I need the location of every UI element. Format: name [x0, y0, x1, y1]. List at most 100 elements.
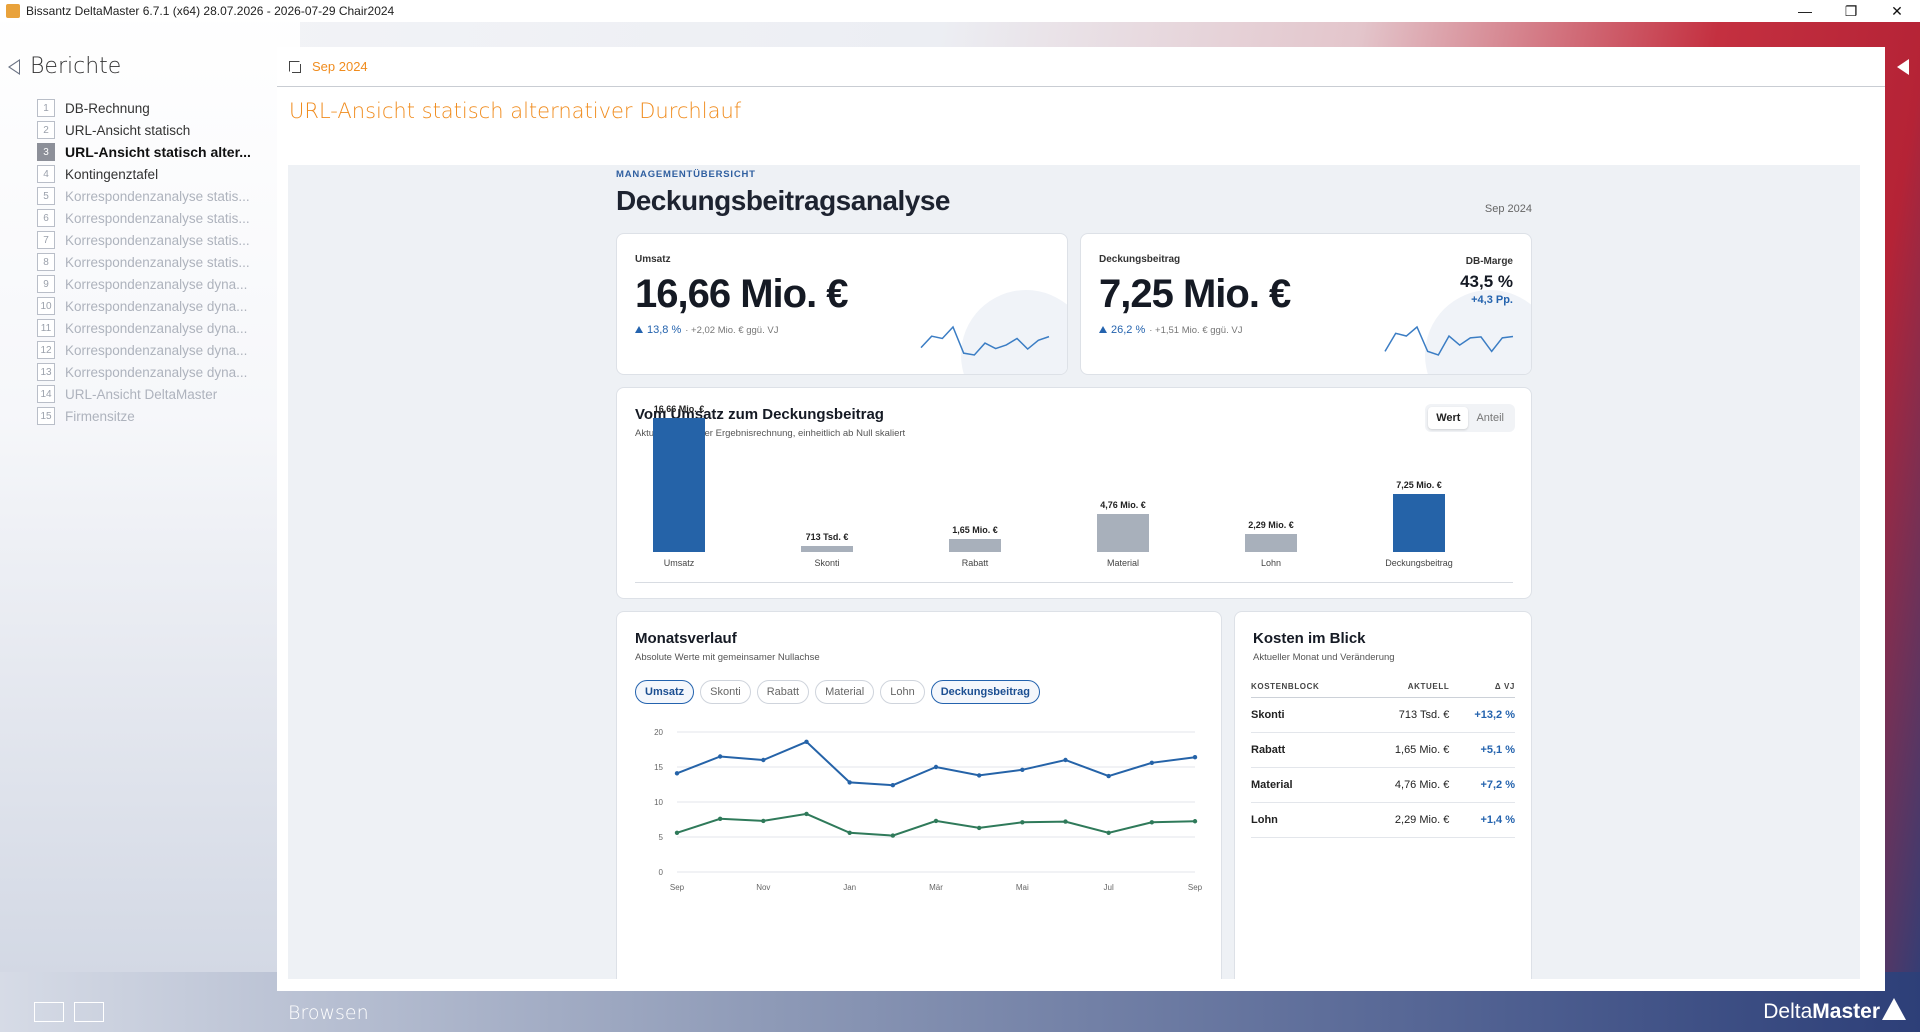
bar-value-label: 16,66 Mio. € [653, 404, 705, 414]
chip-umsatz[interactable]: Umsatz [635, 680, 695, 704]
nav-item-15[interactable]: 15 Firmensitze [37, 405, 257, 427]
data-point[interactable] [847, 780, 852, 785]
nav-item-7[interactable]: 7 Korrespondenzanalyse statis... [37, 229, 257, 251]
data-point[interactable] [1106, 830, 1111, 835]
data-point[interactable] [761, 818, 766, 824]
period-selector[interactable]: Sep 2024 [312, 59, 368, 74]
nav-item-11[interactable]: 11 Korrespondenzanalyse dyna... [37, 317, 257, 339]
bar-lohn[interactable] [1245, 533, 1297, 552]
chip-skonti[interactable]: Skonti [700, 680, 751, 704]
main-toolbar: Sep 2024 [277, 47, 1885, 87]
data-point[interactable] [1020, 820, 1025, 825]
kpi-delta-pct: 13,8 % [647, 324, 682, 336]
bar-skonti[interactable] [801, 546, 853, 552]
minimize-button[interactable]: — [1798, 3, 1812, 19]
nav-item-12[interactable]: 12 Korrespondenzanalyse dyna... [37, 339, 257, 361]
analysis-icon[interactable] [34, 1002, 64, 1022]
data-point[interactable] [804, 811, 809, 817]
x-tick-label: Nov [756, 883, 770, 892]
cost-delta: +1,4 % [1449, 802, 1515, 838]
data-point[interactable] [1063, 819, 1068, 824]
nav-item-8[interactable]: 8 Korrespondenzanalyse statis... [37, 251, 257, 273]
bar-material[interactable] [1097, 513, 1149, 552]
nav-title: Berichte [30, 54, 122, 79]
kpi-delta: 13,8 % · +2,02 Mio. € ggü. VJ [635, 324, 778, 336]
toggle-wert[interactable]: Wert [1428, 407, 1469, 429]
nav-item-14[interactable]: 14 URL-Ansicht DeltaMaster [37, 383, 257, 405]
nav-item-13[interactable]: 13 Korrespondenzanalyse dyna... [37, 361, 257, 383]
chip-material[interactable]: Material [815, 680, 875, 704]
bar-deckungsbeitrag[interactable] [1393, 493, 1445, 552]
right-panel-toggle[interactable] [1888, 47, 1920, 991]
nav-item-number: 14 [37, 385, 55, 403]
bar-rabatt[interactable] [949, 538, 1001, 552]
data-point[interactable] [804, 739, 809, 744]
data-point[interactable] [1106, 773, 1111, 779]
collapse-left-icon[interactable] [1897, 59, 1909, 75]
data-point[interactable] [1149, 820, 1155, 825]
bar-umsatz[interactable] [653, 418, 705, 552]
close-button[interactable]: ✕ [1891, 2, 1903, 19]
data-point[interactable] [1192, 755, 1198, 760]
kpi-label: Deckungsbeitrag [1099, 254, 1181, 265]
data-point[interactable] [674, 830, 680, 835]
bar-value-label: 1,65 Mio. € [952, 524, 998, 535]
data-point[interactable] [890, 833, 896, 838]
section-subtitle: Aktueller Monat und Veränderung [1253, 652, 1395, 663]
kpi-delta-pct: 26,2 % [1111, 324, 1146, 336]
x-tick-label: Jan [843, 883, 856, 892]
data-point[interactable] [674, 771, 680, 776]
nav-item-label: Korrespondenzanalyse dyna... [65, 298, 248, 314]
data-point[interactable] [847, 830, 852, 835]
nav-item-5[interactable]: 5 Korrespondenzanalyse statis... [37, 185, 257, 207]
data-point[interactable] [976, 773, 982, 778]
nav-item-number: 10 [37, 297, 55, 315]
nav-item-6[interactable]: 6 Korrespondenzanalyse statis... [37, 207, 257, 229]
data-point[interactable] [890, 783, 896, 788]
nav-item-number: 6 [37, 209, 55, 227]
data-point[interactable] [717, 754, 723, 759]
sparkline-deckungsbeitrag [1384, 325, 1514, 356]
nav-item-label: Korrespondenzanalyse dyna... [65, 342, 248, 358]
data-point[interactable] [933, 764, 939, 770]
data-point[interactable] [1063, 757, 1068, 763]
col-header-delta: Δ VJ [1449, 678, 1515, 698]
toggle-anteil[interactable]: Anteil [1476, 412, 1504, 424]
restore-button[interactable]: ❐ [1844, 2, 1858, 19]
brand-text-light: Delta [1763, 1000, 1813, 1023]
report-frame[interactable]: MANAGEMENTÜBERSICHT Deckungsbeitragsanal… [288, 165, 1860, 979]
data-point[interactable] [761, 757, 766, 763]
nav-item-10[interactable]: 10 Korrespondenzanalyse dyna... [37, 295, 257, 317]
x-tick-label: Sep [1188, 883, 1203, 892]
edit-icon[interactable] [74, 1002, 104, 1022]
back-arrow-icon[interactable] [8, 58, 20, 75]
context-icon[interactable] [289, 61, 301, 73]
nav-item-label: Firmensitze [65, 408, 135, 424]
bar-category-label: Lohn [1260, 558, 1282, 568]
data-point[interactable] [1020, 767, 1025, 772]
col-header-kostenblock: KOSTENBLOCK [1251, 678, 1362, 698]
nav-item-4[interactable]: 4 Kontingenztafel [37, 163, 257, 185]
window-title: Bissantz DeltaMaster 6.7.1 (x64) 28.07.2… [26, 4, 395, 18]
nav-item-3[interactable]: 3 URL-Ansicht statisch alter... [37, 141, 257, 163]
data-point[interactable] [1192, 819, 1198, 824]
table-row: Rabatt 1,65 Mio. € +5,1 % [1251, 732, 1515, 768]
chip-lohn[interactable]: Lohn [880, 680, 925, 704]
data-point[interactable] [1149, 760, 1155, 765]
nav-item-label: Korrespondenzanalyse statis... [65, 254, 250, 270]
nav-item-9[interactable]: 9 Korrespondenzanalyse dyna... [37, 273, 257, 295]
nav-item-label: URL-Ansicht statisch alter... [65, 144, 251, 160]
cost-name: Material [1251, 767, 1362, 803]
nav-item-label: URL-Ansicht DeltaMaster [65, 386, 218, 402]
nav-item-number: 1 [37, 99, 55, 117]
bar-value-label: 7,25 Mio. € [1396, 479, 1442, 490]
chip-deckungsbeitrag[interactable]: Deckungsbeitrag [930, 680, 1040, 704]
data-point[interactable] [933, 818, 939, 824]
cost-value: 2,29 Mio. € [1361, 802, 1450, 838]
data-point[interactable] [976, 825, 982, 831]
nav-item-1[interactable]: 1 DB-Rechnung [37, 97, 257, 119]
data-point[interactable] [717, 816, 723, 821]
chip-rabatt[interactable]: Rabatt [756, 680, 810, 704]
nav-item-2[interactable]: 2 URL-Ansicht statisch [37, 119, 257, 141]
series-line-deckungsbeitrag [676, 812, 1196, 837]
